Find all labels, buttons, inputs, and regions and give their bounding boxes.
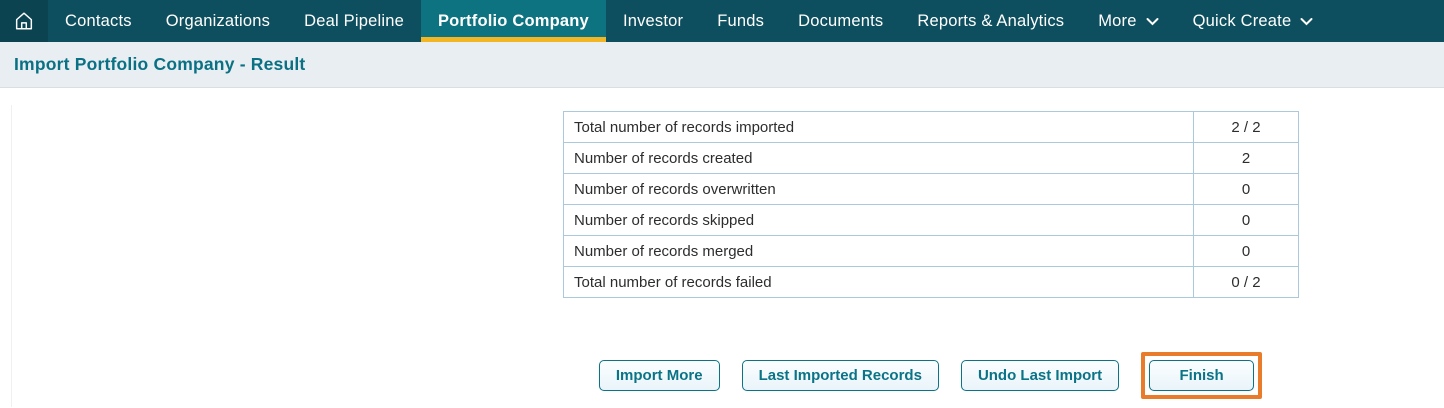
table-row: Number of records overwritten 0 bbox=[563, 173, 1299, 205]
nav-item-contacts[interactable]: Contacts bbox=[48, 0, 149, 42]
table-row: Number of records created 2 bbox=[563, 142, 1299, 174]
nav-item-organizations[interactable]: Organizations bbox=[149, 0, 287, 42]
nav-item-more[interactable]: More bbox=[1081, 0, 1175, 42]
last-imported-records-button[interactable]: Last Imported Records bbox=[741, 359, 939, 391]
nav-item-label: Documents bbox=[798, 11, 884, 30]
page-title: Import Portfolio Company - Result bbox=[14, 54, 306, 74]
nav-item-label: Portfolio Company bbox=[437, 11, 589, 30]
result-value: 2 / 2 bbox=[1193, 111, 1299, 143]
finish-highlight-box: Finish bbox=[1141, 351, 1263, 399]
nav-item-label: Investor bbox=[622, 11, 684, 30]
finish-button[interactable]: Finish bbox=[1149, 359, 1255, 391]
table-row: Number of records merged 0 bbox=[563, 235, 1299, 267]
nav-item-reports-analytics[interactable]: Reports & Analytics bbox=[900, 0, 1081, 42]
nav-item-label: Contacts bbox=[65, 11, 132, 30]
result-label: Total number of records failed bbox=[563, 266, 1194, 298]
result-value: 2 bbox=[1193, 142, 1299, 174]
result-value: 0 / 2 bbox=[1193, 266, 1299, 298]
top-nav: Contacts Organizations Deal Pipeline Por… bbox=[0, 0, 1444, 42]
page-header: Import Portfolio Company - Result bbox=[0, 42, 1444, 88]
table-row: Number of records skipped 0 bbox=[563, 204, 1299, 236]
result-value: 0 bbox=[1193, 204, 1299, 236]
nav-item-investor[interactable]: Investor bbox=[606, 0, 700, 42]
result-label: Total number of records imported bbox=[563, 111, 1194, 143]
result-label: Number of records created bbox=[563, 142, 1194, 174]
nav-item-label: Reports & Analytics bbox=[917, 11, 1065, 30]
nav-item-documents[interactable]: Documents bbox=[781, 0, 900, 42]
nav-item-label: More bbox=[1098, 11, 1137, 30]
home-icon bbox=[13, 10, 35, 32]
result-label: Number of records merged bbox=[563, 235, 1194, 267]
nav-item-funds[interactable]: Funds bbox=[700, 0, 781, 42]
result-label: Number of records skipped bbox=[563, 204, 1194, 236]
table-row: Total number of records imported 2 / 2 bbox=[563, 111, 1299, 143]
nav-item-label: Funds bbox=[717, 11, 765, 30]
nav-item-quick-create[interactable]: Quick Create bbox=[1176, 0, 1331, 42]
undo-last-import-button[interactable]: Undo Last Import bbox=[960, 359, 1120, 391]
nav-item-deal-pipeline[interactable]: Deal Pipeline bbox=[287, 0, 421, 42]
action-button-row: Import More Last Imported Records Undo L… bbox=[563, 351, 1298, 399]
home-button[interactable] bbox=[0, 0, 48, 42]
result-value: 0 bbox=[1193, 173, 1299, 205]
content-area: Total number of records imported 2 / 2 N… bbox=[0, 88, 1444, 407]
result-value: 0 bbox=[1193, 235, 1299, 267]
nav-item-label: Quick Create bbox=[1192, 11, 1292, 30]
result-label: Number of records overwritten bbox=[563, 173, 1194, 205]
content-left-divider bbox=[11, 105, 12, 407]
table-row: Total number of records failed 0 / 2 bbox=[563, 266, 1299, 298]
import-result-table: Total number of records imported 2 / 2 N… bbox=[563, 111, 1299, 298]
nav-item-label: Organizations bbox=[165, 11, 271, 30]
chevron-down-icon bbox=[1300, 17, 1313, 26]
nav-item-portfolio-company[interactable]: Portfolio Company bbox=[420, 0, 606, 42]
chevron-down-icon bbox=[1146, 17, 1159, 26]
import-more-button[interactable]: Import More bbox=[598, 359, 720, 391]
nav-item-label: Deal Pipeline bbox=[304, 11, 404, 30]
